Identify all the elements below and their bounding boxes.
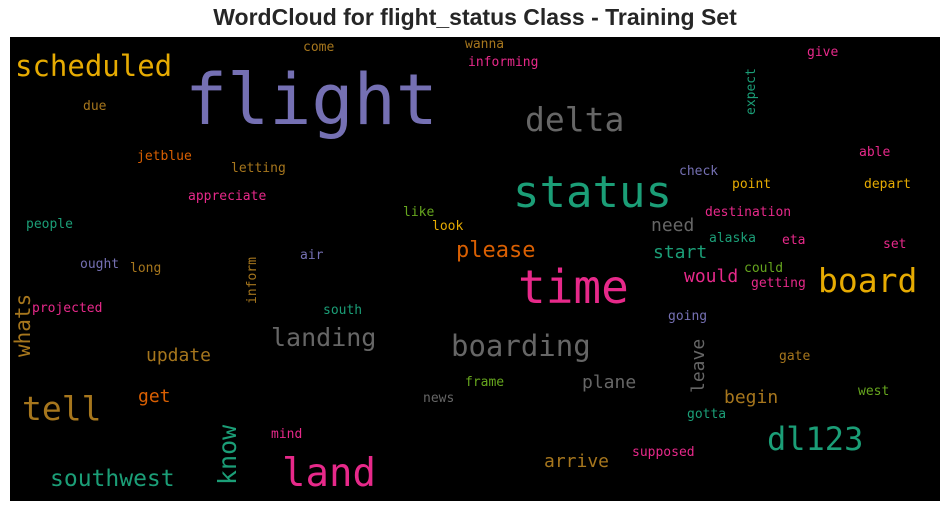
word-leave: leave xyxy=(688,338,709,393)
word-need: need xyxy=(651,215,695,236)
word-delta: delta xyxy=(525,100,625,139)
word-going: going xyxy=(668,309,708,324)
word-air: air xyxy=(300,248,324,263)
word-getting: getting xyxy=(751,276,806,291)
word-people: people xyxy=(26,217,73,232)
word-southwest: southwest xyxy=(50,466,175,492)
word-projected: projected xyxy=(32,301,103,316)
word-plane: plane xyxy=(582,372,637,393)
word-point: point xyxy=(732,177,772,192)
word-informing: informing xyxy=(468,55,539,70)
word-tell: tell xyxy=(22,389,102,428)
word-alaska: alaska xyxy=(709,231,756,246)
word-could: could xyxy=(744,261,784,276)
word-set: set xyxy=(883,237,907,252)
word-due: due xyxy=(83,99,107,114)
word-jetblue: jetblue xyxy=(137,149,192,164)
word-news: news xyxy=(423,391,455,406)
word-landing: landing xyxy=(271,323,377,352)
word-letting: letting xyxy=(231,161,286,176)
word-boarding: boarding xyxy=(451,329,591,363)
word-inform: inform xyxy=(245,256,260,304)
word-appreciate: appreciate xyxy=(188,189,267,204)
word-please: please xyxy=(456,238,536,263)
word-mind: mind xyxy=(271,427,303,442)
word-check: check xyxy=(679,164,719,179)
word-whats: whats xyxy=(11,293,35,357)
word-depart: depart xyxy=(864,177,911,192)
word-south: south xyxy=(323,303,363,318)
word-long: long xyxy=(130,261,162,276)
word-gotta: gotta xyxy=(687,407,727,422)
word-frame: frame xyxy=(465,375,505,390)
word-like: like xyxy=(403,205,435,220)
word-gate: gate xyxy=(779,349,811,364)
word-destination: destination xyxy=(705,205,792,220)
word-dl123: dl123 xyxy=(767,420,864,458)
word-begin: begin xyxy=(724,387,779,408)
word-know: know xyxy=(213,424,242,485)
word-west: west xyxy=(858,384,890,399)
word-come: come xyxy=(303,40,335,55)
word-would: would xyxy=(684,266,739,287)
word-update: update xyxy=(146,345,212,366)
word-expect: expect xyxy=(744,67,759,115)
word-flight: flight xyxy=(185,59,438,141)
word-arrive: arrive xyxy=(544,451,610,472)
word-give: give xyxy=(807,45,839,60)
word-able: able xyxy=(859,145,891,160)
word-land: land xyxy=(282,451,376,496)
word-get: get xyxy=(138,386,171,407)
word-ought: ought xyxy=(80,257,120,272)
word-look: look xyxy=(432,219,464,234)
word-wanna: wanna xyxy=(465,37,505,52)
chart-title: WordCloud for flight_status Class - Trai… xyxy=(213,4,737,30)
word-supposed: supposed xyxy=(632,445,695,460)
word-start: start xyxy=(653,242,708,263)
word-scheduled: scheduled xyxy=(15,49,173,83)
word-eta: eta xyxy=(782,233,806,248)
word-time: time xyxy=(518,260,629,314)
word-status: status xyxy=(513,167,672,218)
wordcloud-canvas: flight status time scheduled delta board dl123… xyxy=(10,37,940,501)
word-board: board xyxy=(818,261,918,300)
